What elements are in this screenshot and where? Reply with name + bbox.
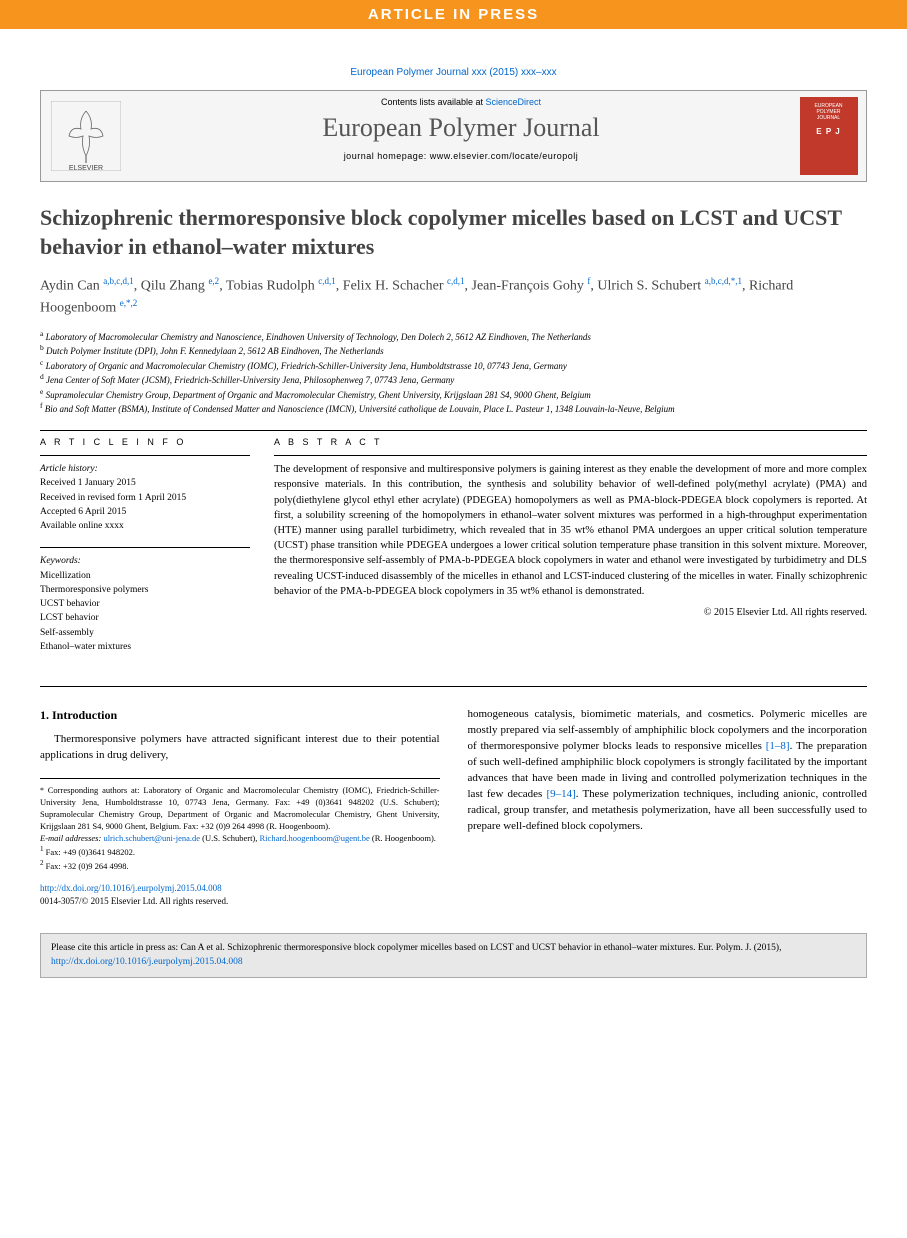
ref-link-9-14[interactable]: [9–14]	[546, 788, 575, 800]
keyword-item: UCST behavior	[40, 597, 250, 611]
journal-cover-cell: EUROPEAN POLYMER JOURNAL E P J	[791, 91, 866, 181]
divider	[274, 455, 867, 456]
keyword-item: Self-assembly	[40, 626, 250, 640]
history-line: Received in revised form 1 April 2015	[40, 491, 250, 505]
corr-marker: *	[40, 786, 48, 795]
abstract-label: A B S T R A C T	[274, 437, 867, 447]
history-line: Received 1 January 2015	[40, 476, 250, 490]
affiliation-line: b Dutch Polymer Institute (DPI), John F.…	[40, 343, 867, 358]
email1-suffix: (U.S. Schubert),	[200, 833, 260, 843]
article-info-column: A R T I C L E I N F O Article history: R…	[40, 437, 250, 668]
keyword-item: Micellization	[40, 569, 250, 583]
cover-line3: JOURNAL	[817, 115, 840, 121]
cite-doi-link[interactable]: http://dx.doi.org/10.1016/j.eurpolymj.20…	[51, 957, 243, 967]
abstract-copyright: © 2015 Elsevier Ltd. All rights reserved…	[274, 607, 867, 618]
history-line: Accepted 6 April 2015	[40, 505, 250, 519]
journal-header-box: ELSEVIER Contents lists available at Sci…	[40, 90, 867, 182]
page-content: European Polymer Journal xxx (2015) xxx–…	[0, 29, 907, 917]
corresponding-author-note: * Corresponding authors at: Laboratory o…	[40, 785, 440, 833]
email2-suffix: (R. Hoogenboom).	[370, 833, 436, 843]
email-link-1[interactable]: ulrich.schubert@uni-jena.de	[103, 833, 200, 843]
email-label: E-mail addresses:	[40, 833, 103, 843]
contents-list-line: Contents lists available at ScienceDirec…	[135, 97, 787, 107]
body-two-column: 1. Introduction Thermoresponsive polymer…	[40, 707, 867, 907]
homepage-line: journal homepage: www.elsevier.com/locat…	[135, 151, 787, 161]
cite-prefix: Please cite this article in press as: Ca…	[51, 943, 781, 953]
citation-box: Please cite this article in press as: Ca…	[40, 933, 867, 978]
affiliation-line: a Laboratory of Macromolecular Chemistry…	[40, 329, 867, 344]
divider	[40, 547, 250, 548]
divider	[40, 686, 867, 687]
article-history-block: Article history: Received 1 January 2015…	[40, 462, 250, 533]
article-info-label: A R T I C L E I N F O	[40, 437, 250, 447]
elsevier-tree-logo: ELSEVIER	[51, 101, 121, 171]
ref-link-1-8[interactable]: [1–8]	[766, 740, 790, 752]
affiliation-line: c Laboratory of Organic and Macromolecul…	[40, 358, 867, 373]
email-link-2[interactable]: Richard.hoogenboom@ugent.be	[260, 833, 370, 843]
intro-paragraph-2: homogeneous catalysis, biomimetic materi…	[468, 707, 868, 835]
publisher-logo-cell: ELSEVIER	[41, 91, 131, 181]
keyword-item: Ethanol–water mixtures	[40, 640, 250, 654]
intro-heading: 1. Introduction	[40, 707, 440, 724]
abstract-column: A B S T R A C T The development of respo…	[274, 437, 867, 668]
body-right-column: homogeneous catalysis, biomimetic materi…	[468, 707, 868, 907]
issn-copyright: 0014-3057/© 2015 Elsevier Ltd. All right…	[40, 896, 228, 906]
journal-name: European Polymer Journal	[135, 113, 787, 143]
affiliation-line: d Jena Center of Soft Mater (JCSM), Frie…	[40, 372, 867, 387]
info-abstract-row: A R T I C L E I N F O Article history: R…	[40, 437, 867, 668]
article-in-press-banner: ARTICLE IN PRESS	[0, 0, 907, 29]
email-line: E-mail addresses: ulrich.schubert@uni-je…	[40, 833, 440, 845]
body-left-column: 1. Introduction Thermoresponsive polymer…	[40, 707, 440, 907]
keywords-label: Keywords:	[40, 554, 250, 568]
footnote-2: 2 Fax: +32 (0)9 264 4998.	[40, 859, 440, 873]
sciencedirect-link[interactable]: ScienceDirect	[486, 97, 542, 107]
doi-link[interactable]: http://dx.doi.org/10.1016/j.eurpolymj.20…	[40, 883, 222, 893]
keyword-item: LCST behavior	[40, 611, 250, 625]
keywords-block: Keywords: MicellizationThermoresponsive …	[40, 554, 250, 654]
homepage-url[interactable]: www.elsevier.com/locate/europolj	[430, 151, 579, 161]
affiliations-list: a Laboratory of Macromolecular Chemistry…	[40, 329, 867, 417]
journal-cover-thumbnail: EUROPEAN POLYMER JOURNAL E P J	[800, 97, 858, 175]
doi-block: http://dx.doi.org/10.1016/j.eurpolymj.20…	[40, 882, 440, 907]
history-label: Article history:	[40, 462, 250, 476]
footnotes-block: * Corresponding authors at: Laboratory o…	[40, 778, 440, 872]
keyword-item: Thermoresponsive polymers	[40, 583, 250, 597]
intro-paragraph-1: Thermoresponsive polymers have attracted…	[40, 732, 440, 764]
authors-list: Aydin Can a,b,c,d,1, Qilu Zhang e,2, Tob…	[40, 275, 867, 318]
abstract-text: The development of responsive and multir…	[274, 462, 867, 599]
corr-text: Corresponding authors at: Laboratory of …	[40, 785, 440, 831]
history-line: Available online xxxx	[40, 519, 250, 533]
contents-prefix: Contents lists available at	[381, 97, 486, 107]
affiliation-line: f Bio and Soft Matter (BSMA), Institute …	[40, 401, 867, 416]
svg-text:ELSEVIER: ELSEVIER	[69, 165, 103, 171]
divider	[40, 455, 250, 456]
affiliation-line: e Supramolecular Chemistry Group, Depart…	[40, 387, 867, 402]
cover-epj: E P J	[816, 127, 840, 136]
divider	[40, 430, 867, 431]
footnote-1: 1 Fax: +49 (0)3641 948202.	[40, 845, 440, 859]
citation-top: European Polymer Journal xxx (2015) xxx–…	[40, 59, 867, 82]
journal-header-center: Contents lists available at ScienceDirec…	[131, 91, 791, 181]
homepage-prefix: journal homepage:	[344, 151, 430, 161]
article-title: Schizophrenic thermoresponsive block cop…	[40, 204, 867, 261]
